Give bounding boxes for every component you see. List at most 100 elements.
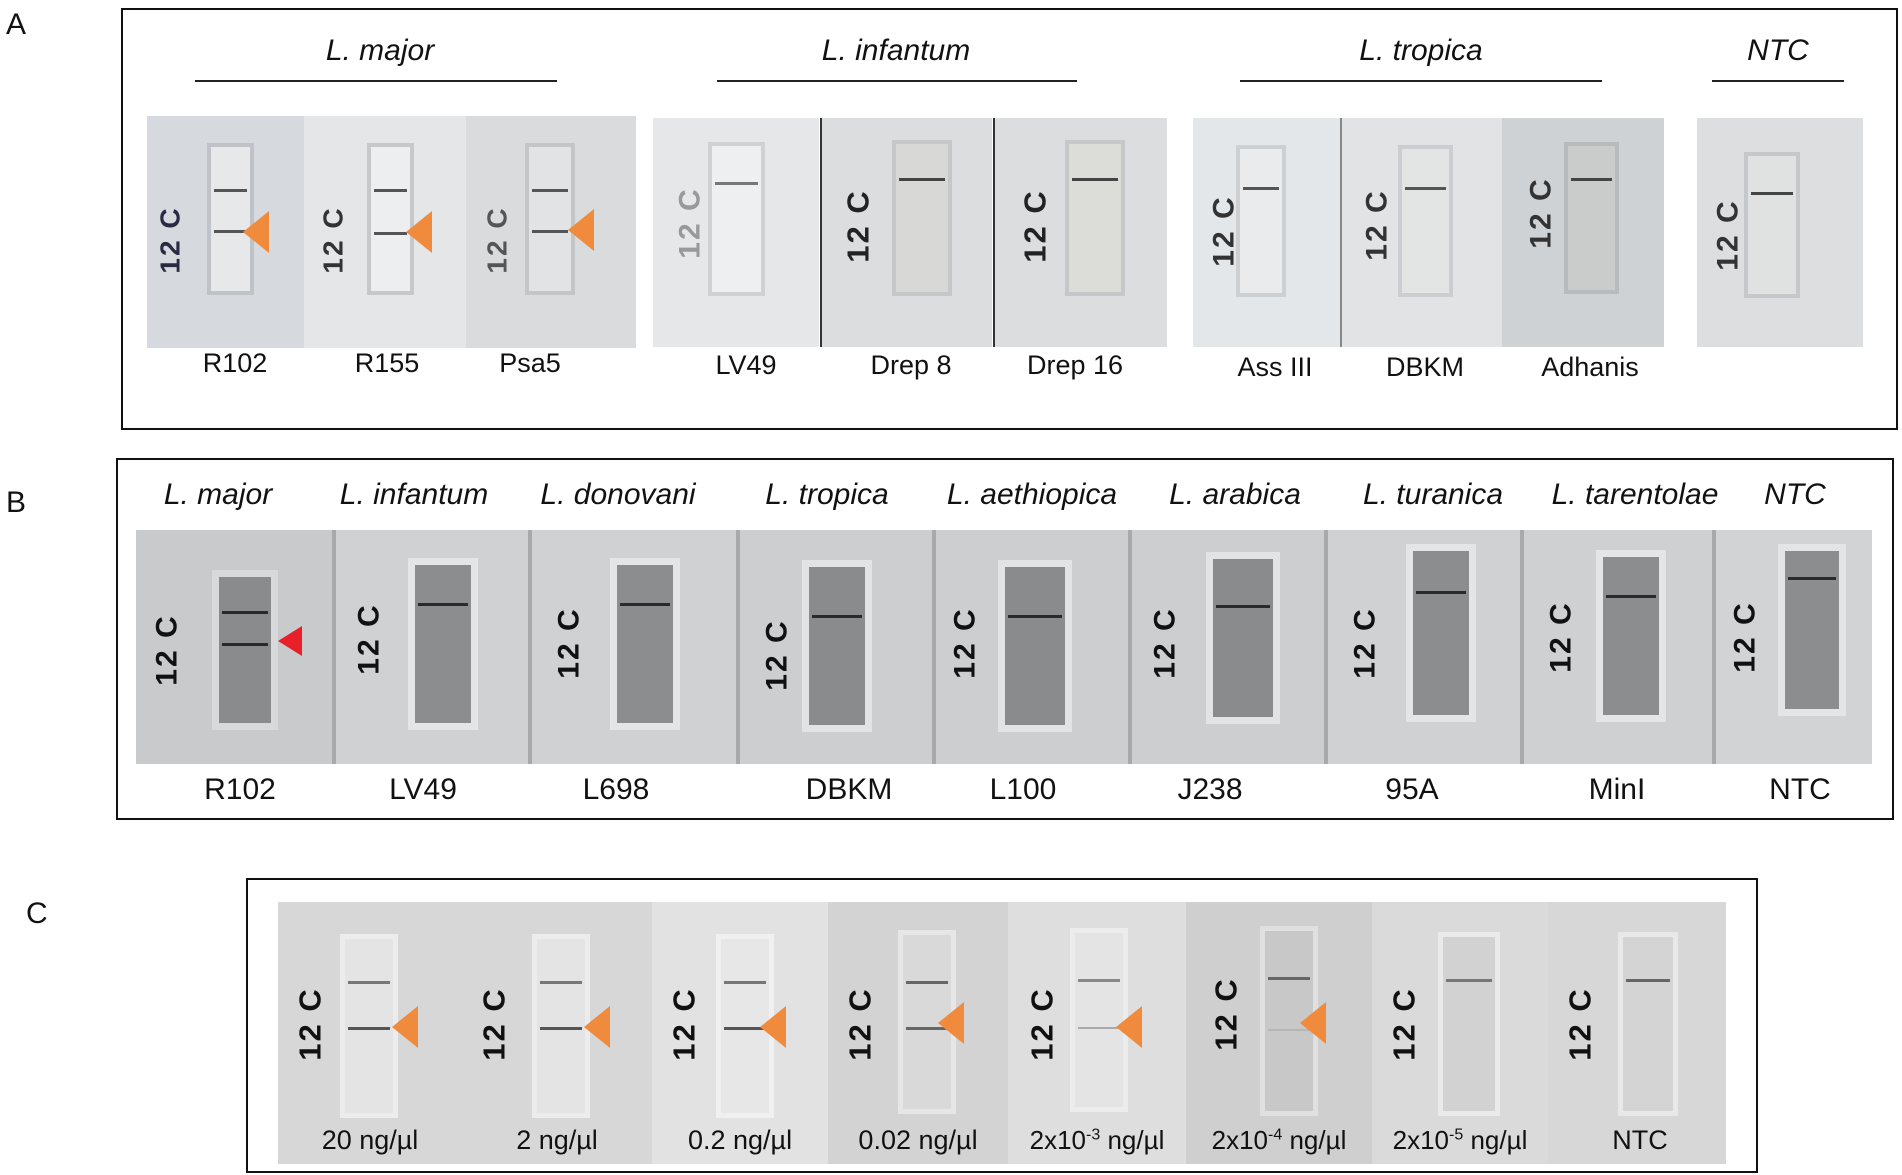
conc-base: 20 ng/µl [321,1125,419,1155]
control-line [1072,178,1118,181]
panel-b-sample-label: 95A [1385,773,1439,806]
control-line [899,178,945,181]
panel-b-strip-95a: 12 C [1324,530,1520,764]
panel-c-strip-0-2: 12 C [652,902,828,1164]
control-line [214,189,247,192]
conc-exponent: -4 [1268,1126,1283,1144]
strip-label: 12 C [292,987,328,1061]
panel-a-sample-label: DBKM [1385,352,1464,382]
panel-a-sample-label: Ass III [1237,352,1313,382]
panel-a-species-tropica: L. tropica [1359,34,1483,67]
control-line [812,615,862,618]
panel-b-strip-r102: 12 C [136,530,332,764]
test-window [802,560,872,732]
conc-unit: ng/µl [1100,1125,1165,1155]
panel-a-species-major: L. major [325,34,435,67]
control-line [1751,192,1793,195]
panel-a-letter: A [6,8,27,41]
test-window [1744,152,1800,298]
positive-marker [760,1006,786,1048]
panel-a-strip-ntc: 12 C [1697,118,1863,347]
panel-b-species-label: L. tropica [765,478,889,511]
panel-c-concentration-label: 0.2 ng/µl [656,1125,824,1156]
panel-a-species-ntc: NTC [1747,34,1809,67]
test-window [532,934,590,1118]
panel-b-species-label: L. major [163,478,273,511]
panel-a-strip-drep8: 12 C [820,118,992,347]
test-window [1236,145,1286,297]
test-line [214,230,247,233]
conc-base: 2x10 [1211,1125,1269,1155]
positive-marker [1116,1006,1142,1048]
panel-c-strip-2e-4: 12 C [1186,902,1372,1164]
panel-b-sample-label: MinI [1588,773,1646,806]
conc-exponent: -5 [1449,1126,1464,1144]
strip-label: 12 C [673,187,707,259]
positive-marker [406,211,432,253]
panel-c-concentration-label: 2 ng/µl [477,1125,637,1156]
test-window [1618,932,1678,1116]
panel-b-strip-j238: 12 C [1128,530,1324,764]
panel-b-sample-label: J238 [1177,773,1243,806]
panel-a-strip-ass3: 12 C [1193,118,1340,347]
control-line [1405,187,1446,190]
panel-a-species-infantum: L. infantum [821,34,971,67]
test-line [540,1027,582,1030]
strip-label: 12 C [1360,189,1394,261]
panel-c-concentration-label: 2x10-5 ng/µl [1372,1125,1548,1156]
strip-label: 12 C [1562,987,1598,1061]
conc-base: 2x10 [1392,1125,1450,1155]
strip-label: 12 C [842,987,878,1061]
test-window [1596,550,1666,722]
conc-unit: ng/µl [1463,1125,1528,1155]
strip-label: 12 C [1544,601,1578,673]
panel-c-box [246,878,1758,1173]
test-window [1398,145,1453,297]
control-line [906,981,948,984]
panel-a-strip-psa5: 12 C [466,116,636,348]
control-line [1008,615,1062,618]
test-window [1778,544,1846,716]
control-line [348,981,390,984]
panel-c-strip-2e-3: 12 C [1008,902,1186,1164]
panel-a-sample-label: LV49 [715,350,777,380]
test-line [222,643,268,646]
strip-label: 12 C [948,607,982,679]
test-window [1438,932,1500,1116]
test-line [532,230,568,233]
panel-a-rule-tropica [1240,80,1602,82]
strip-label: 12 C [150,614,184,686]
positive-marker [568,209,594,251]
strip-label: 12 C [154,206,186,274]
panel-b-strip-l100: 12 C [932,530,1128,764]
control-line [1078,979,1120,982]
control-line [1788,577,1836,580]
panel-c-strip-ntc: 12 C [1548,902,1726,1164]
strip-label: 12 C [1524,177,1558,249]
test-line [1268,1029,1310,1031]
strip-label: 12 C [1208,977,1244,1051]
panel-a-strip-r102: 12 C [147,116,304,348]
conc-exponent: -3 [1086,1126,1101,1144]
test-line [1078,1027,1120,1029]
strip-label: 12 C [1017,189,1053,263]
panel-b-species-label: L. arabica [1169,478,1301,511]
panel-a-strip-dbkm: 12 C [1340,118,1502,347]
strip-label: 12 C [1024,987,1060,1061]
control-line [1571,178,1612,181]
control-line [1446,979,1492,982]
strip-label: 12 C [1711,199,1745,271]
panel-a-strip-r155: 12 C [304,116,466,348]
control-line [1216,605,1270,608]
control-line [374,189,407,192]
strip-label: 12 C [552,607,586,679]
test-window [1065,140,1125,296]
positive-marker [278,626,302,656]
strip-label: 12 C [1348,607,1382,679]
test-window [1564,142,1619,294]
panel-c-concentration-label: 2x10-3 ng/µl [1008,1125,1186,1156]
panel-a-sample-label: R102 [202,348,268,378]
panel-c-concentration-label: NTC [1560,1125,1720,1156]
control-line [1416,591,1466,594]
positive-marker [584,1006,610,1048]
